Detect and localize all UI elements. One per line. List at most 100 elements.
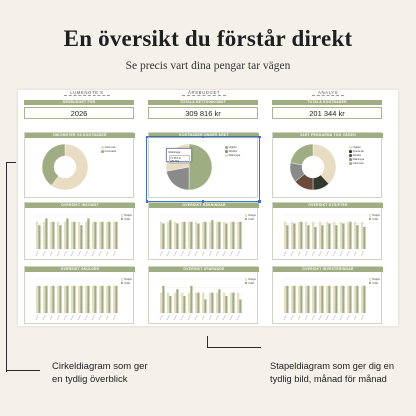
bar-utfall[interactable] bbox=[108, 221, 111, 249]
bar-utfall[interactable] bbox=[356, 225, 359, 249]
bar-chart-panel[interactable]: ÖVERSIKT SKULDER Budget Utfall bbox=[24, 266, 135, 324]
bar-budget[interactable] bbox=[92, 285, 95, 313]
bar-utfall[interactable] bbox=[190, 221, 193, 249]
bar-utfall[interactable] bbox=[101, 221, 104, 249]
bar-budget[interactable] bbox=[78, 221, 81, 249]
bar-utfall[interactable] bbox=[101, 285, 104, 313]
bar-budget[interactable] bbox=[188, 292, 191, 313]
bar-utfall[interactable] bbox=[87, 285, 90, 313]
bar-utfall[interactable] bbox=[335, 285, 338, 313]
bar-utfall[interactable] bbox=[293, 285, 296, 313]
bar-utfall[interactable] bbox=[66, 218, 69, 249]
bar-budget[interactable] bbox=[223, 221, 226, 249]
bar-budget[interactable] bbox=[333, 285, 336, 313]
bar-budget[interactable] bbox=[326, 221, 329, 249]
bar-budget[interactable] bbox=[71, 285, 74, 313]
bar-utfall[interactable] bbox=[314, 285, 317, 313]
tab-lumenotes[interactable]: LUMENOTE'S bbox=[64, 90, 110, 96]
bar-utfall[interactable] bbox=[73, 285, 76, 313]
bar-utfall[interactable] bbox=[328, 285, 331, 313]
bar-budget[interactable] bbox=[347, 221, 350, 249]
bar-utfall[interactable] bbox=[363, 226, 366, 249]
bar-budget[interactable] bbox=[291, 221, 294, 249]
bar-budget[interactable] bbox=[230, 292, 233, 313]
kpi-costs-value[interactable]: 201 344 kr bbox=[272, 107, 382, 119]
bar-budget[interactable] bbox=[305, 285, 308, 313]
bar-budget[interactable] bbox=[36, 285, 39, 313]
bar-utfall[interactable] bbox=[38, 285, 41, 313]
bar-utfall[interactable] bbox=[307, 225, 310, 249]
bar-utfall[interactable] bbox=[87, 218, 90, 249]
bar-budget[interactable] bbox=[216, 292, 219, 313]
bar-budget[interactable] bbox=[361, 221, 364, 249]
bar-budget[interactable] bbox=[312, 221, 315, 249]
bar-budget[interactable] bbox=[167, 221, 170, 249]
bar-budget[interactable] bbox=[195, 292, 198, 313]
bar-utfall[interactable] bbox=[197, 292, 200, 313]
bar-budget[interactable] bbox=[209, 292, 212, 313]
bar-budget[interactable] bbox=[230, 221, 233, 249]
bar-utfall[interactable] bbox=[321, 285, 324, 313]
bar-budget[interactable] bbox=[216, 221, 219, 249]
bar-utfall[interactable] bbox=[52, 285, 55, 313]
bar-budget[interactable] bbox=[291, 285, 294, 313]
bar-budget[interactable] bbox=[36, 221, 39, 249]
bar-budget[interactable] bbox=[340, 285, 343, 313]
bar-budget[interactable] bbox=[43, 285, 46, 313]
bar-budget[interactable] bbox=[57, 285, 60, 313]
bar-utfall[interactable] bbox=[66, 285, 69, 313]
bar-budget[interactable] bbox=[326, 285, 329, 313]
bar-utfall[interactable] bbox=[108, 285, 111, 313]
bar-budget[interactable] bbox=[43, 221, 46, 249]
bar-budget[interactable] bbox=[237, 292, 240, 313]
bar-utfall[interactable] bbox=[73, 221, 76, 249]
tab-arsbudget[interactable]: ÅRSBUDGET bbox=[182, 90, 227, 96]
bar-utfall[interactable] bbox=[300, 221, 303, 249]
bar-budget[interactable] bbox=[319, 221, 322, 249]
bar-utfall[interactable] bbox=[314, 226, 317, 249]
bar-budget[interactable] bbox=[284, 221, 287, 249]
bar-budget[interactable] bbox=[361, 285, 364, 313]
bar-budget[interactable] bbox=[85, 285, 88, 313]
bar-chart-panel[interactable]: ÖVERSIKT SPARANDE Budget Utfall bbox=[148, 266, 259, 324]
bar-utfall[interactable] bbox=[321, 225, 324, 249]
bar-utfall[interactable] bbox=[169, 220, 172, 249]
bar-utfall[interactable] bbox=[211, 220, 214, 249]
bar-utfall[interactable] bbox=[204, 221, 207, 249]
bar-utfall[interactable] bbox=[80, 225, 83, 249]
bar-utfall[interactable] bbox=[94, 285, 97, 313]
kpi-income-value[interactable]: 309 816 kr bbox=[148, 107, 258, 119]
bar-utfall[interactable] bbox=[307, 285, 310, 313]
bar-budget[interactable] bbox=[99, 285, 102, 313]
bar-budget[interactable] bbox=[298, 221, 301, 249]
bar-budget[interactable] bbox=[71, 221, 74, 249]
bar-budget[interactable] bbox=[319, 285, 322, 313]
bar-utfall[interactable] bbox=[335, 225, 338, 249]
bar-budget[interactable] bbox=[181, 292, 184, 313]
bar-utfall[interactable] bbox=[232, 292, 235, 313]
bar-budget[interactable] bbox=[106, 285, 109, 313]
bar-utfall[interactable] bbox=[38, 225, 41, 249]
tab-analys[interactable]: ANALYS bbox=[312, 90, 345, 96]
bar-utfall[interactable] bbox=[115, 221, 118, 249]
bar-utfall[interactable] bbox=[59, 285, 62, 313]
bar-budget[interactable] bbox=[113, 221, 116, 249]
bar-budget[interactable] bbox=[202, 221, 205, 249]
bar-utfall[interactable] bbox=[363, 285, 366, 313]
bar-utfall[interactable] bbox=[211, 292, 214, 313]
bar-utfall[interactable] bbox=[232, 221, 235, 249]
bar-budget[interactable] bbox=[106, 221, 109, 249]
bar-utfall[interactable] bbox=[190, 285, 193, 313]
bar-budget[interactable] bbox=[174, 292, 177, 313]
pie-chart-panel[interactable]: INKOMSTER VS KOSTNADER Inkomster Kostnader bbox=[24, 132, 135, 198]
bar-budget[interactable] bbox=[160, 292, 163, 313]
bar-utfall[interactable] bbox=[342, 223, 345, 250]
bar-budget[interactable] bbox=[333, 221, 336, 249]
bar-utfall[interactable] bbox=[286, 285, 289, 313]
bar-budget[interactable] bbox=[50, 285, 53, 313]
bar-budget[interactable] bbox=[64, 285, 67, 313]
bar-utfall[interactable] bbox=[169, 296, 172, 313]
bar-budget[interactable] bbox=[305, 221, 308, 249]
bar-budget[interactable] bbox=[85, 221, 88, 249]
bar-utfall[interactable] bbox=[45, 218, 48, 249]
